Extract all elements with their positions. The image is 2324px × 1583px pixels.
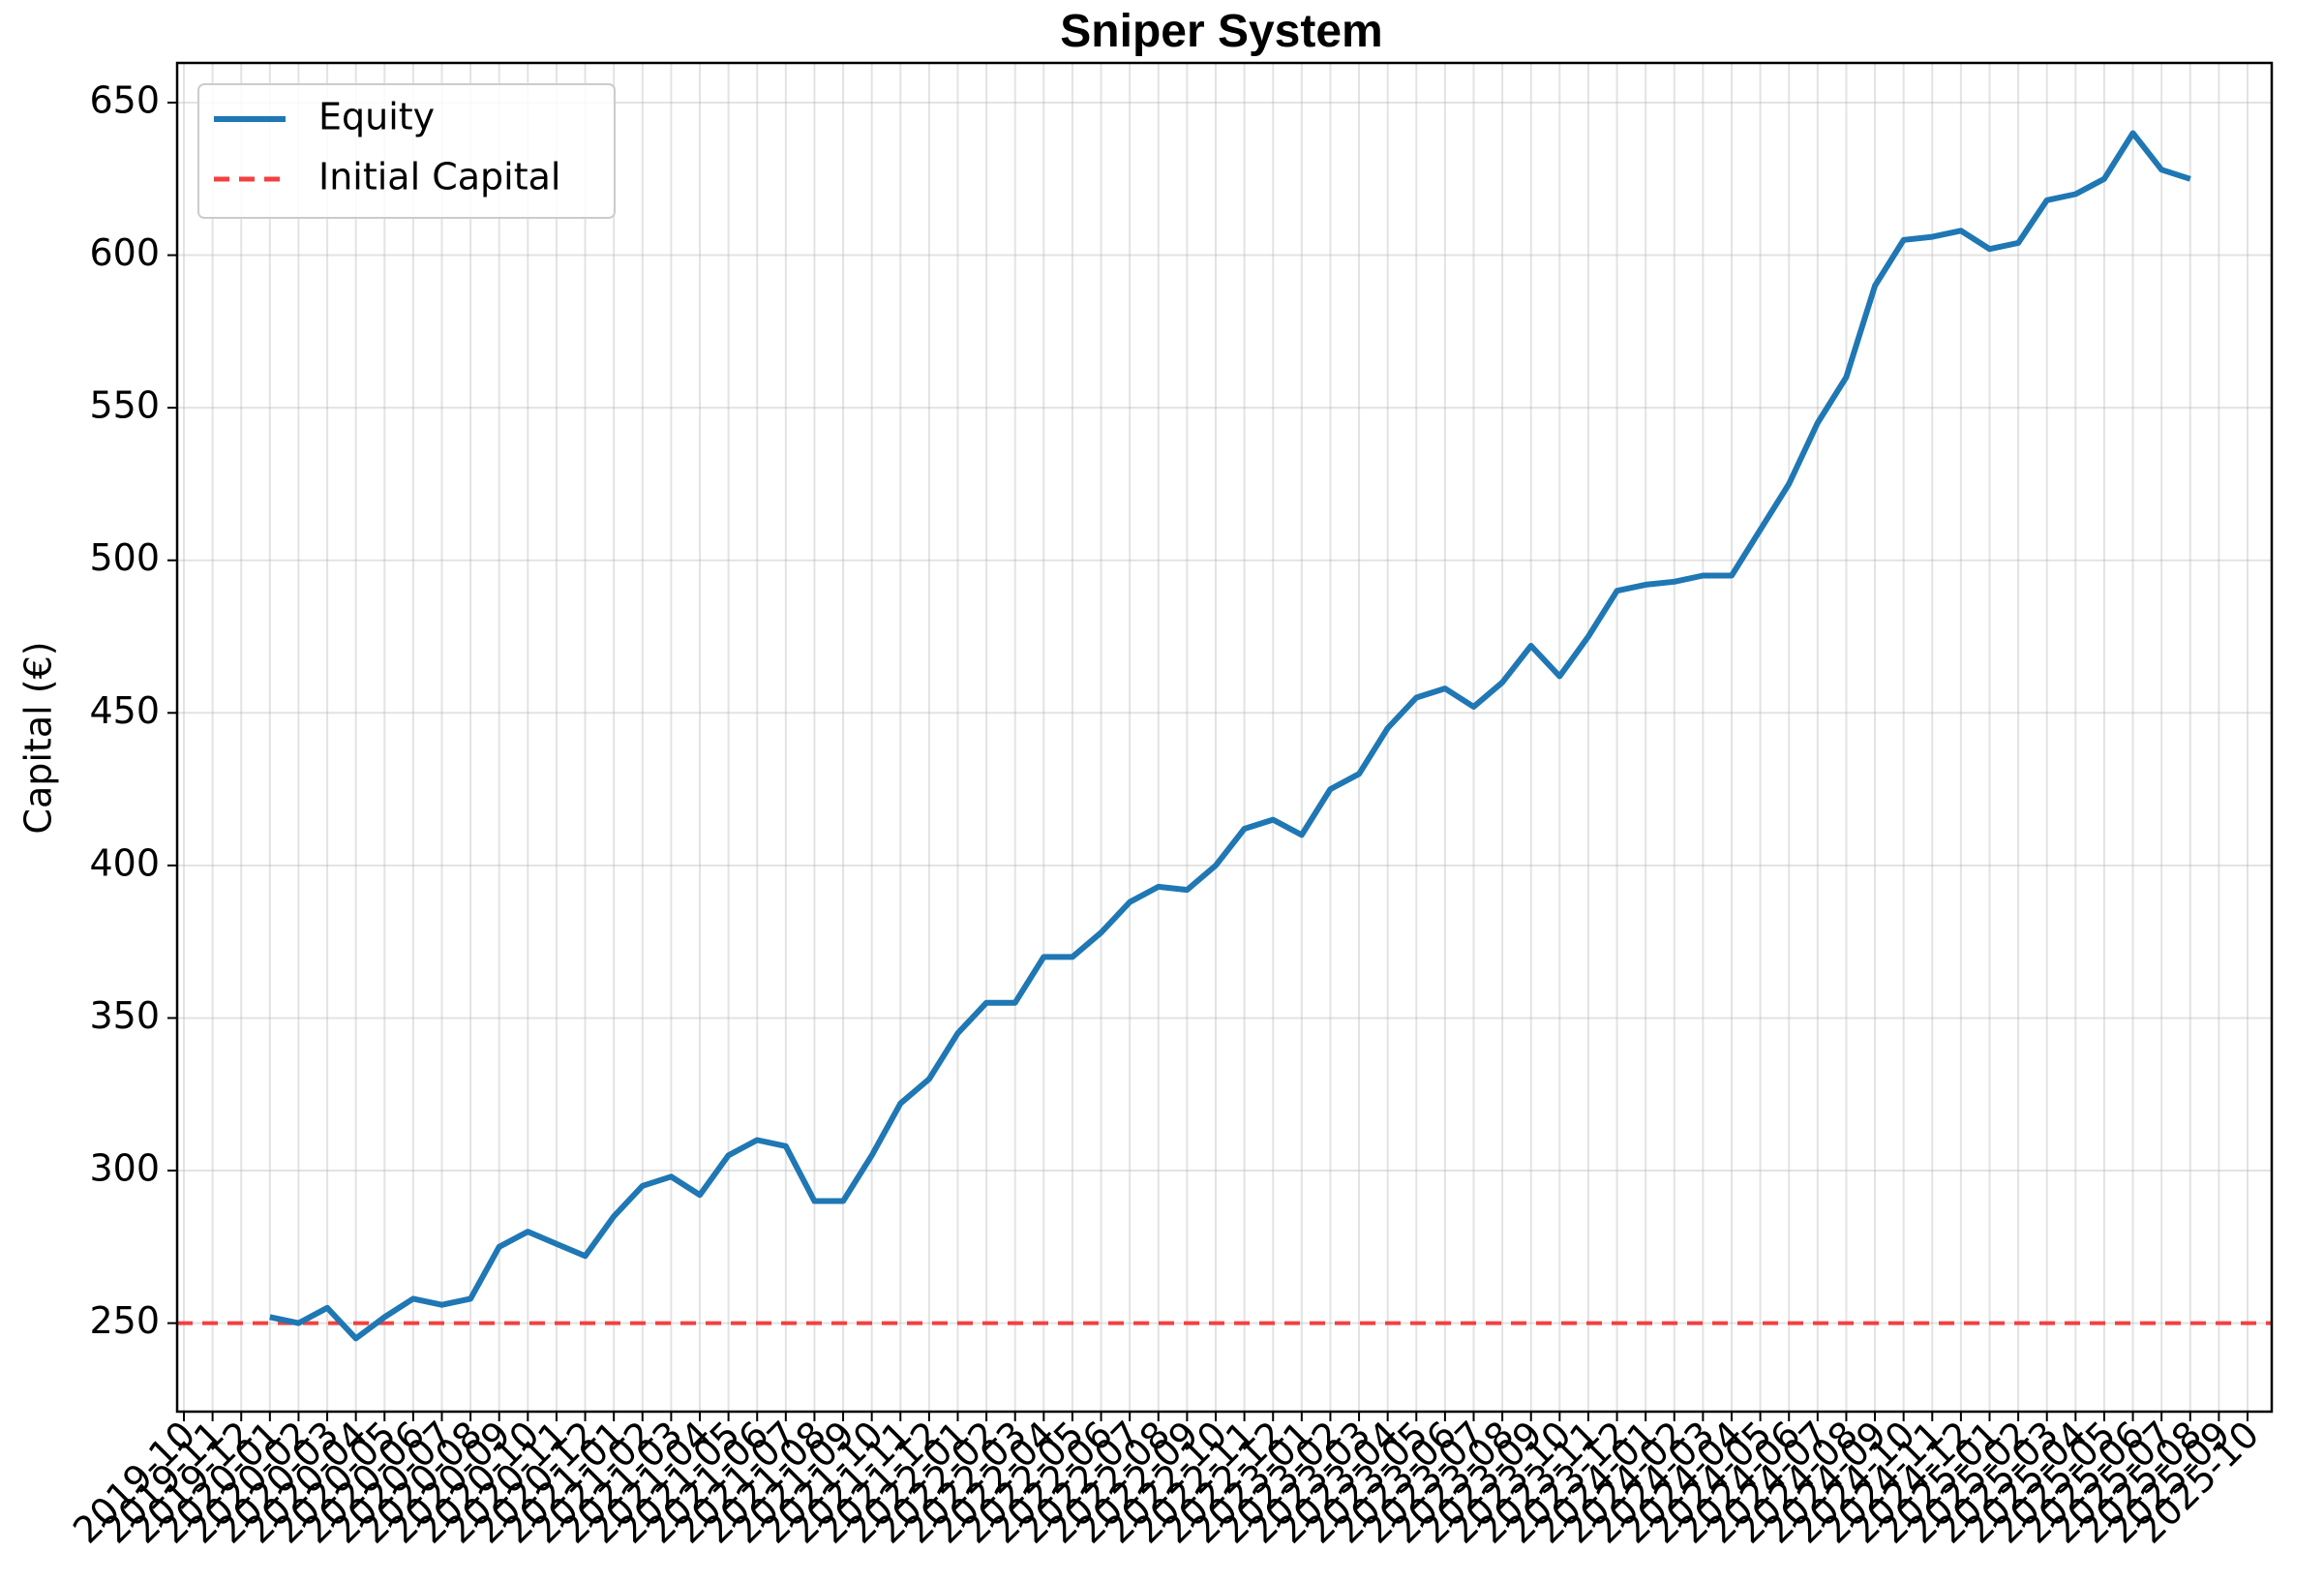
y-axis-label: Capital (€) xyxy=(17,641,60,834)
y-tick-label: 350 xyxy=(89,994,160,1037)
y-tick-label: 600 xyxy=(89,231,160,274)
legend-label: Equity xyxy=(318,96,435,138)
equity-line xyxy=(269,130,2191,1342)
y-tick-label: 500 xyxy=(89,536,160,579)
y-tick-label: 300 xyxy=(89,1147,160,1190)
y-tick-label: 550 xyxy=(89,384,160,427)
y-tick-label: 650 xyxy=(89,78,160,121)
legend-label: Initial Capital xyxy=(318,156,560,198)
y-tick-label: 400 xyxy=(89,841,160,884)
chart-title: Sniper System xyxy=(1060,6,1382,57)
legend-box xyxy=(197,83,616,219)
plot-frame xyxy=(175,61,2274,1414)
y-tick-label: 450 xyxy=(89,689,160,732)
y-tick-label: 250 xyxy=(89,1299,160,1342)
